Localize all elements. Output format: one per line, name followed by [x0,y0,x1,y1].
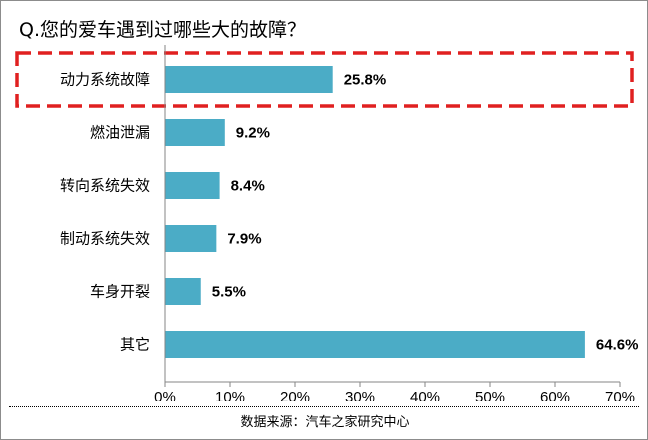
highlight-box [15,51,634,108]
x-tick-label: 0% [154,389,176,401]
source-note: 数据来源：汽车之家研究中心 [240,415,410,430]
bar [165,172,220,199]
footer-divider [9,406,639,407]
x-tick-label: 10% [215,389,245,401]
value-label: 25.8% [344,72,387,89]
bar [165,225,217,252]
value-label: 9.2% [236,125,270,142]
x-tick-label: 40% [410,389,440,401]
bar [165,119,225,146]
bar [165,331,585,358]
x-tick-label: 70% [605,389,635,401]
category-label: 动力系统故障 [60,71,150,89]
value-label: 5.5% [212,284,246,301]
bar-chart: 动力系统故障 25.8% 燃油泄漏 9.2% 转向系统失效 8.4% 制动系统失效 7.9% 车… [15,45,639,401]
category-label: 车身开裂 [90,283,150,301]
category-label: 制动系统失效 [60,230,150,248]
chart-title: Q.您的爱车遇到过哪些大的故障？ [19,19,306,41]
value-label: 64.6% [596,337,639,354]
category-label: 燃油泄漏 [90,124,150,142]
category-label: 其它 [120,336,150,354]
x-tick-label: 30% [345,389,375,401]
category-label: 转向系统失效 [60,177,150,195]
x-tick-label: 50% [475,389,505,401]
bar [165,66,333,93]
value-label: 7.9% [227,231,261,248]
bar [165,278,201,305]
value-label: 8.4% [231,178,265,195]
x-tick-label: 60% [540,389,570,401]
x-tick-label: 20% [280,389,310,401]
